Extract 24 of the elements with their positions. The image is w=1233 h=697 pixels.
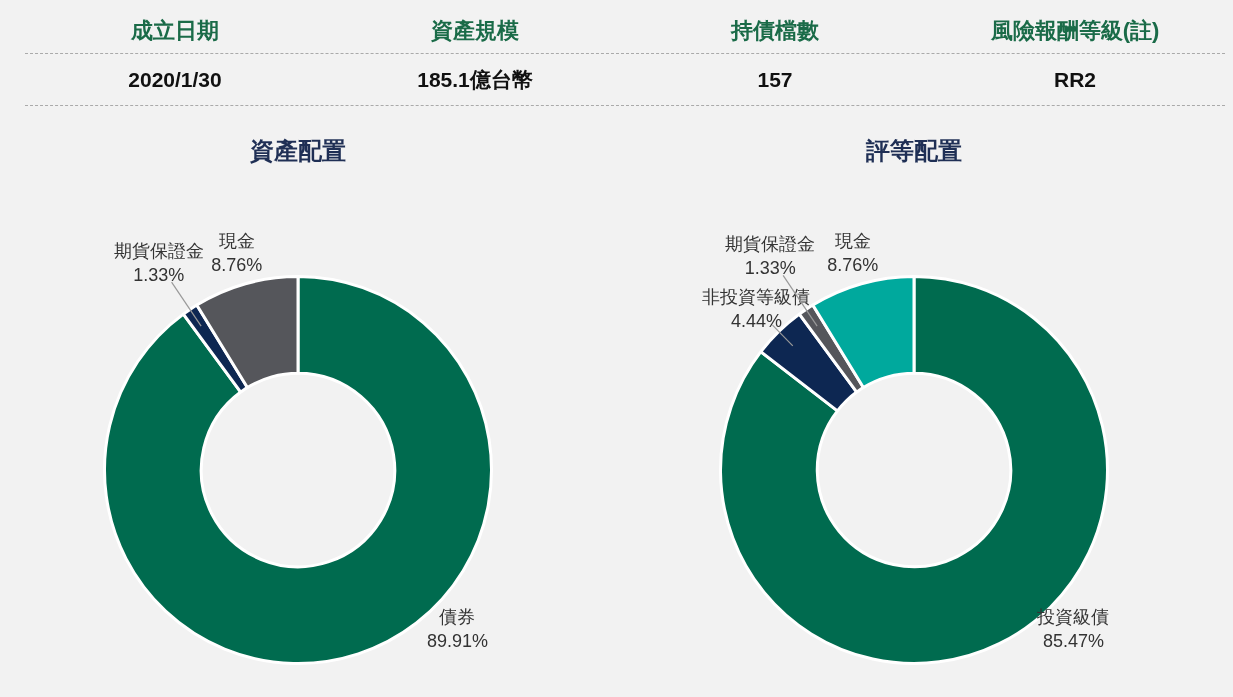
data-label: 4.44% [730,310,782,331]
slice-label: 投資級債 [1036,607,1110,628]
slice-label: 現金 [218,230,255,251]
text: 185.1億台幣 [417,67,533,91]
text: RR2 [1053,67,1096,91]
text: 2020/1/30 [128,67,222,91]
category-label: 風險報酬等級(註) [989,16,1161,45]
data-label: 85.47% [1042,631,1104,652]
chart-title: 資產配置 [249,136,347,166]
data-label: 8.76% [211,254,263,275]
slice-label: 債券 [439,607,476,628]
text: 157 [757,67,793,91]
slice-label: 期貨保證金 [113,240,204,261]
slice-label: 非投資等級債 [702,286,811,307]
category-label: 持債檔數 [729,16,820,45]
category-label: 資產規模 [430,16,520,45]
data-label: 8.76% [827,254,879,275]
chart-title: 評等配置 [865,136,963,166]
category-label: 成立日期 [130,16,220,45]
slice-label: 期貨保證金 [725,234,816,255]
data-label: 89.91% [426,631,488,652]
data-label: 1.33% [133,264,185,285]
data-label: 1.33% [744,258,796,279]
slice-label: 現金 [834,230,871,251]
